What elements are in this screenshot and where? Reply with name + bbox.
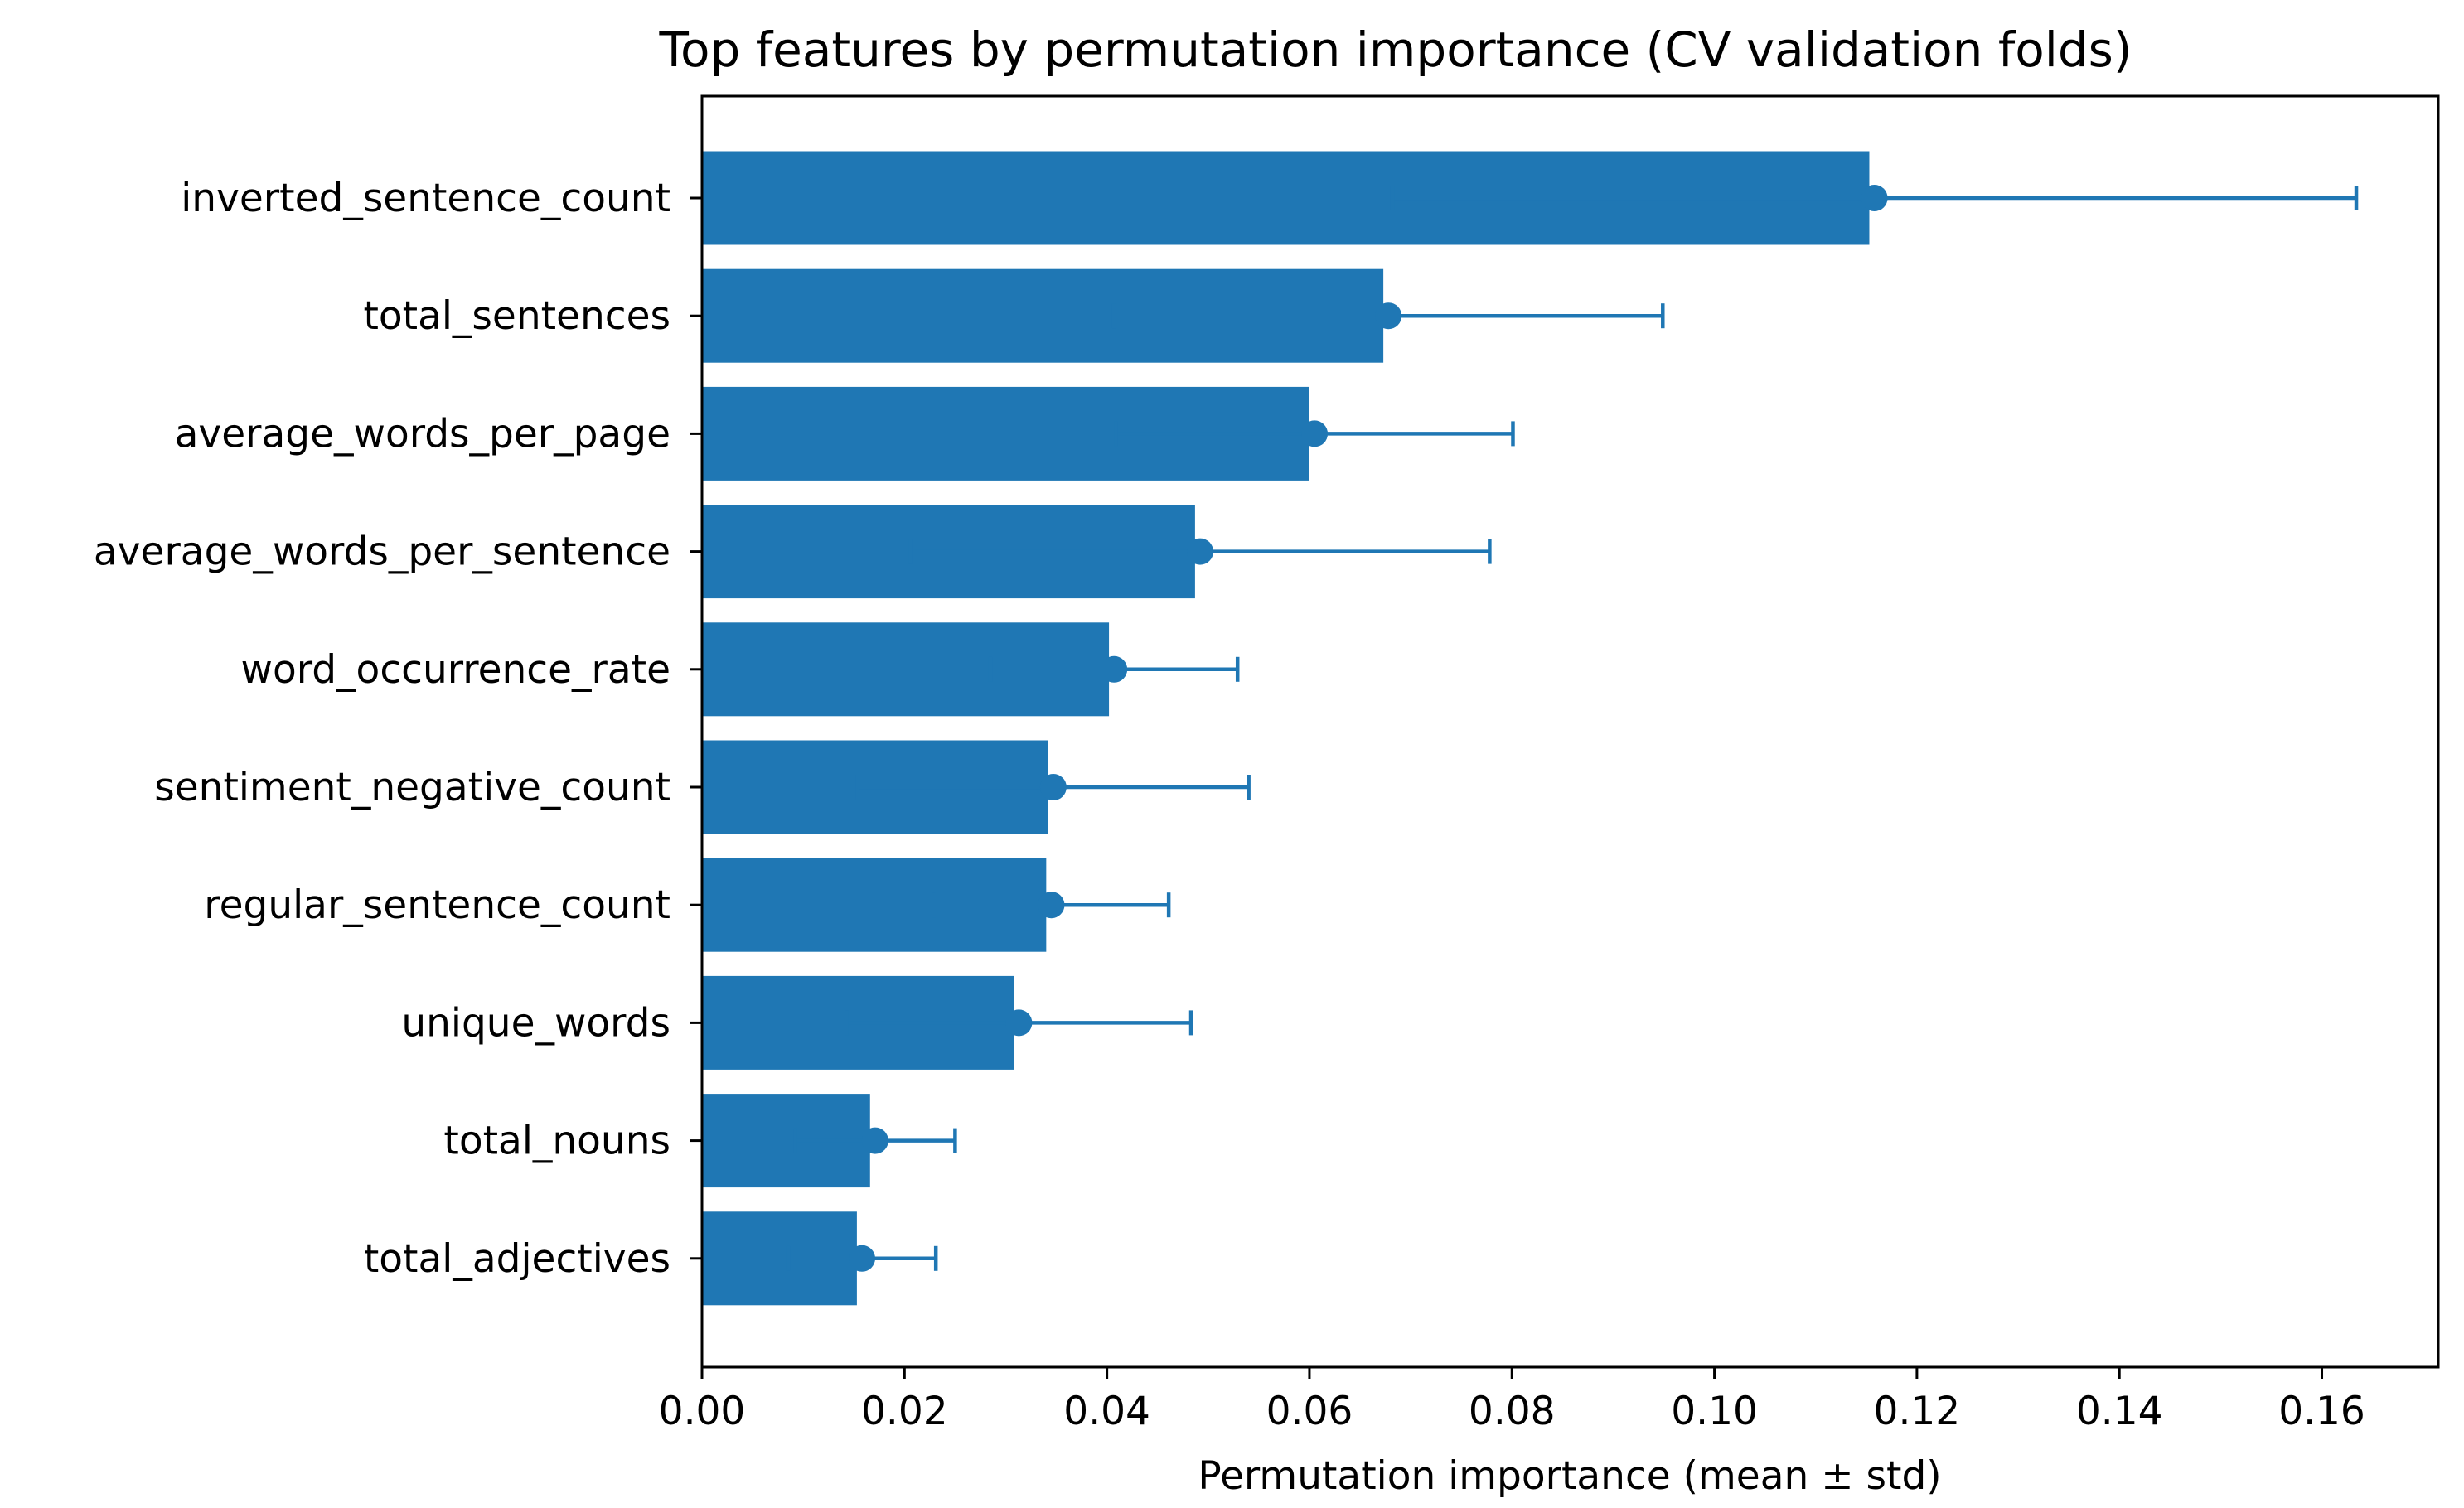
x-tick-label: 0.02 xyxy=(861,1389,948,1434)
mean-marker-unique_words xyxy=(1005,1009,1033,1037)
errorbar-word_occurrence_rate xyxy=(988,655,1240,683)
mean-marker-total_nouns xyxy=(861,1127,888,1154)
y-tick-label: inverted_sentence_count xyxy=(181,176,670,221)
x-tick-label: 0.12 xyxy=(1874,1389,1961,1434)
errorbar-average_words_per_page xyxy=(1114,420,1515,447)
y-tick-label: word_occurrence_rate xyxy=(241,647,670,693)
mean-marker-total_adjectives xyxy=(849,1245,876,1272)
errorbar-inverted_sentence_count xyxy=(1390,185,2359,211)
errorbar-total_nouns xyxy=(793,1127,957,1154)
errorbar-unique_words xyxy=(845,1009,1193,1037)
x-tick-label: 0.08 xyxy=(1469,1389,1556,1434)
y-tick-label: average_words_per_page xyxy=(175,411,670,457)
y-tick-label: unique_words xyxy=(401,1000,670,1046)
x-axis-label: Permutation importance (mean ± std) xyxy=(1198,1453,1941,1499)
errorbar-total_sentences xyxy=(1111,302,1665,330)
chart-title: Top features by permutation importance (… xyxy=(658,22,2132,78)
x-tick-label: 0.00 xyxy=(659,1389,746,1434)
mean-marker-inverted_sentence_count xyxy=(1861,185,1888,211)
x-axis-ticks: 0.00 0.02 0.04 0.06 0.08 0.10 0.12 0.14 0.16 xyxy=(659,1367,2365,1434)
y-tick-labels: inverted_sentence_count total_sentencesav… xyxy=(94,176,702,1282)
x-tick-label: 0.14 xyxy=(2076,1389,2163,1434)
plot-frame xyxy=(700,94,2440,1369)
x-tick-label: 0.04 xyxy=(1063,1389,1150,1434)
mean-marker-average_words_per_page xyxy=(1301,420,1329,447)
y-tick-label: total_adjectives xyxy=(364,1236,670,1282)
y-tick-label: total_sentences xyxy=(363,293,670,339)
y-tick-label: sentiment_negative_count xyxy=(154,765,670,810)
errorbars-layer xyxy=(786,185,2359,1272)
mean-marker-word_occurrence_rate xyxy=(1101,655,1128,683)
mean-marker-regular_sentence_count xyxy=(1038,892,1065,919)
x-tick-label: 0.16 xyxy=(2278,1389,2365,1434)
mean-marker-average_words_per_sentence xyxy=(1187,538,1214,565)
mean-marker-sentiment_negative_count xyxy=(1039,774,1067,800)
x-tick-label: 0.06 xyxy=(1266,1389,1353,1434)
errorbar-sentiment_negative_count xyxy=(855,774,1251,800)
errorbar-average_words_per_sentence xyxy=(908,538,1492,565)
y-tick-label: regular_sentence_count xyxy=(204,882,670,928)
mean-marker-total_sentences xyxy=(1375,302,1402,330)
x-tick-label: 0.10 xyxy=(1671,1389,1758,1434)
errorbar-total_adjectives xyxy=(786,1245,938,1272)
y-tick-label: total_nouns xyxy=(443,1119,670,1164)
y-tick-label: average_words_per_sentence xyxy=(94,529,670,575)
errorbar-regular_sentence_count xyxy=(932,892,1171,919)
